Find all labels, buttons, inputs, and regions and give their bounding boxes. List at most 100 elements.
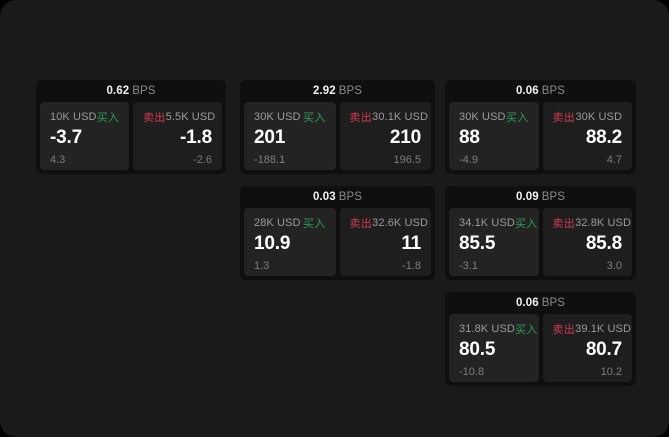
buy-panel-header: 10K USD 买入 (50, 110, 120, 124)
buy-price-value: 88 (459, 127, 480, 148)
sell-panel-header: 卖出 39.1K USD (552, 322, 631, 336)
buy-panel[interactable]: 28K USD 买入 10.9 1.3 (244, 208, 336, 276)
buy-size-label: 31.8K USD (459, 322, 515, 335)
card-body: 30K USD 买入 88 -4.9 卖出 30K USD 88.2 4.7 (445, 102, 636, 174)
card-body: 10K USD 买入 -3.7 4.3 卖出 5.5K USD -1.8 -2.6 (36, 102, 226, 174)
buy-panel-header: 30K USD 买入 (254, 110, 326, 124)
bps-value: 0.06 (515, 297, 539, 309)
buy-price-value: 10.9 (254, 233, 291, 254)
card-bps-header: 0.62 BPS (36, 80, 226, 102)
sell-panel-header: 卖出 32.8K USD (552, 216, 631, 230)
card-body: 30K USD 买入 201 -188.1 卖出 30.1K USD 210 196.5 (240, 102, 435, 174)
card-column-1: 0.62 BPS 10K USD 买入 -3.7 4.3 卖出 5.5K USD -1.8 -2.… (36, 80, 226, 186)
sell-price-value: 11 (401, 233, 421, 254)
sell-secondary-value: 10.2 (600, 366, 622, 378)
sell-side-label: 卖出 (552, 323, 576, 336)
buy-size-label: 34.1K USD (459, 216, 515, 229)
sell-size-label: 30.1K USD (372, 110, 429, 123)
sell-secondary-value: -1.8 (402, 260, 421, 272)
sell-secondary-value: 4.7 (606, 154, 622, 166)
buy-price-value: 85.5 (459, 233, 496, 254)
card-body: 34.1K USD 买入 85.5 -3.1 卖出 32.8K USD 85.8 3.0 (445, 208, 636, 280)
buy-price-value: -3.7 (50, 127, 82, 148)
card-bps-header: 2.92 BPS (240, 80, 435, 102)
bps-value: 0.62 (106, 85, 130, 97)
spread-card[interactable]: 2.92 BPS 30K USD 买入 201 -188.1 卖出 30.1K USD 210 1… (240, 80, 435, 174)
sell-price-value: 85.8 (585, 233, 622, 254)
card-column-3: 0.06 BPS 30K USD 买入 88 -4.9 卖出 30K USD 88.2 4.7 0.… (445, 80, 636, 398)
spread-card[interactable]: 0.09 BPS 34.1K USD 买入 85.5 -3.1 卖出 32.8K USD 85.… (445, 186, 636, 280)
sell-price-value: 80.7 (585, 339, 622, 360)
sell-panel[interactable]: 卖出 30K USD 88.2 4.7 (542, 102, 632, 170)
buy-secondary-value: 1.3 (254, 260, 270, 272)
spread-card-board: 0.62 BPS 10K USD 买入 -3.7 4.3 卖出 5.5K USD -1.8 -2.… (36, 80, 636, 392)
spread-card[interactable]: 0.06 BPS 31.8K USD 买入 80.5 -10.8 卖出 39.1K USD 80… (445, 292, 636, 386)
buy-panel[interactable]: 30K USD 买入 88 -4.9 (449, 102, 539, 170)
bps-unit-label: BPS (541, 85, 566, 97)
sell-panel-header: 卖出 30K USD (552, 110, 623, 124)
card-bps-header: 0.06 BPS (445, 292, 636, 314)
bps-unit-label: BPS (541, 297, 566, 309)
sell-size-label: 39.1K USD (575, 322, 632, 335)
card-body: 28K USD 买入 10.9 1.3 卖出 32.6K USD 11 -1.8 (240, 208, 435, 280)
bps-unit-label: BPS (338, 85, 363, 97)
spread-card[interactable]: 0.62 BPS 10K USD 买入 -3.7 4.3 卖出 5.5K USD -1.8 -2.… (36, 80, 226, 174)
sell-price-value: 88.2 (585, 127, 622, 148)
sell-panel[interactable]: 卖出 32.6K USD 11 -1.8 (339, 208, 431, 276)
sell-secondary-value: -2.6 (193, 154, 212, 166)
buy-size-label: 30K USD (459, 110, 506, 123)
buy-panel[interactable]: 10K USD 买入 -3.7 4.3 (40, 102, 129, 170)
sell-size-label: 5.5K USD (165, 110, 216, 123)
bps-unit-label: BPS (338, 191, 363, 203)
spread-card[interactable]: 0.06 BPS 30K USD 买入 88 -4.9 卖出 30K USD 88.2 4.7 (445, 80, 636, 174)
sell-panel-header: 卖出 32.6K USD (349, 216, 428, 230)
buy-secondary-value: -10.8 (459, 366, 485, 378)
sell-secondary-value: 196.5 (393, 154, 421, 166)
buy-size-label: 28K USD (254, 216, 301, 229)
sell-price-value: -1.8 (180, 127, 212, 148)
sell-panel-header: 卖出 5.5K USD (143, 110, 215, 124)
spread-card[interactable]: 0.03 BPS 28K USD 买入 10.9 1.3 卖出 32.6K USD 11 -1.8 (240, 186, 435, 280)
buy-side-label: 买入 (505, 111, 529, 124)
buy-side-label: 买入 (302, 217, 326, 230)
card-column-2: 2.92 BPS 30K USD 买入 201 -188.1 卖出 30.1K USD 210 1… (240, 80, 435, 292)
bps-value: 0.03 (312, 191, 336, 203)
card-bps-header: 0.06 BPS (445, 80, 636, 102)
buy-panel[interactable]: 34.1K USD 买入 85.5 -3.1 (449, 208, 539, 276)
buy-panel-header: 28K USD 买入 (254, 216, 326, 230)
buy-secondary-value: -4.9 (459, 154, 478, 166)
buy-panel-header: 30K USD 买入 (459, 110, 529, 124)
bps-value: 0.09 (515, 191, 539, 203)
bps-unit-label: BPS (541, 191, 566, 203)
sell-panel[interactable]: 卖出 32.8K USD 85.8 3.0 (542, 208, 632, 276)
sell-panel[interactable]: 卖出 5.5K USD -1.8 -2.6 (133, 102, 222, 170)
sell-price-value: 210 (389, 127, 421, 148)
sell-side-label: 卖出 (349, 111, 373, 124)
bps-value: 2.92 (312, 85, 336, 97)
buy-size-label: 30K USD (254, 110, 301, 123)
buy-side-label: 买入 (96, 111, 120, 124)
buy-size-label: 10K USD (50, 110, 97, 123)
card-bps-header: 0.03 BPS (240, 186, 435, 208)
bps-unit-label: BPS (132, 85, 156, 97)
buy-side-label: 买入 (302, 111, 326, 124)
buy-panel[interactable]: 31.8K USD 买入 80.5 -10.8 (449, 314, 539, 382)
buy-secondary-value: -188.1 (254, 154, 286, 166)
buy-secondary-value: 4.3 (50, 154, 66, 166)
sell-size-label: 30K USD (575, 110, 622, 123)
buy-price-value: 80.5 (459, 339, 496, 360)
sell-size-label: 32.6K USD (372, 216, 429, 229)
sell-panel[interactable]: 卖出 30.1K USD 210 196.5 (339, 102, 431, 170)
sell-secondary-value: 3.0 (606, 260, 622, 272)
sell-size-label: 32.8K USD (575, 216, 632, 229)
sell-side-label: 卖出 (552, 217, 576, 230)
sell-side-label: 卖出 (349, 217, 373, 230)
buy-secondary-value: -3.1 (459, 260, 478, 272)
sell-panel[interactable]: 卖出 39.1K USD 80.7 10.2 (542, 314, 632, 382)
buy-side-label: 买入 (514, 323, 538, 336)
buy-panel[interactable]: 30K USD 买入 201 -188.1 (244, 102, 336, 170)
sell-side-label: 卖出 (552, 111, 576, 124)
buy-side-label: 买入 (514, 217, 538, 230)
card-bps-header: 0.09 BPS (445, 186, 636, 208)
